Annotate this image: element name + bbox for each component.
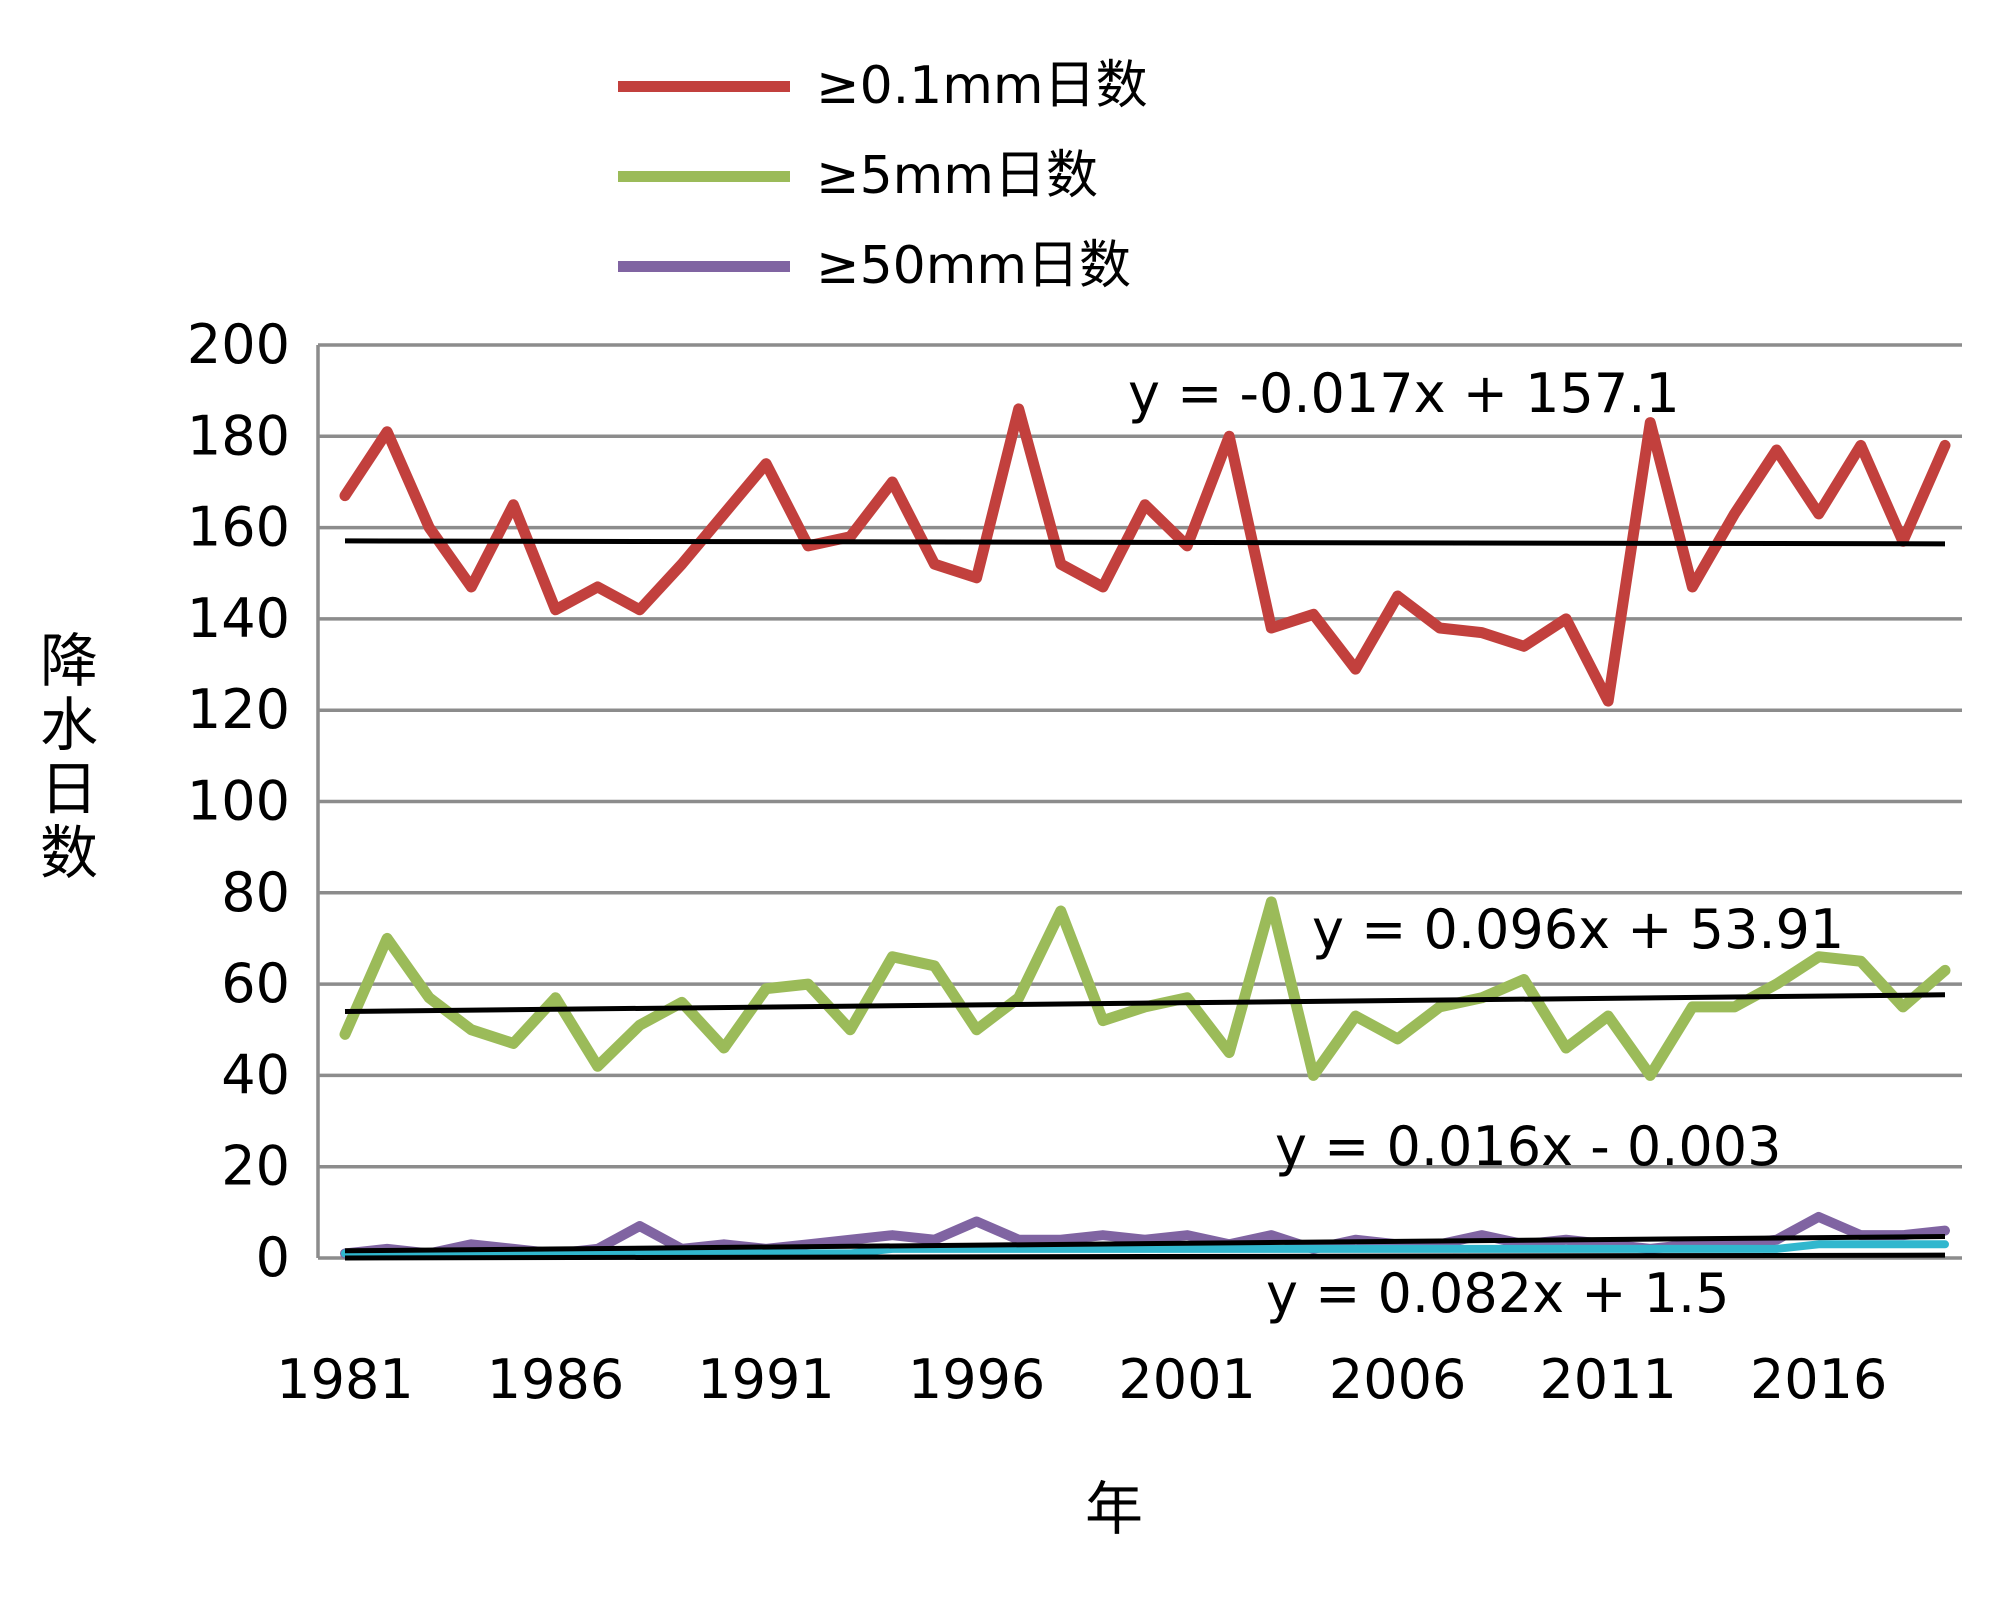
x-tick-label: 1981 [276, 1348, 413, 1411]
x-tick-label: 2011 [1539, 1348, 1676, 1411]
x-axis-title: 年 [1085, 1475, 1144, 1543]
x-tick-label: 2016 [1750, 1348, 1887, 1411]
legend-label-p01: ≥0.1mm日数 [816, 56, 1148, 116]
series-line-teal [341, 1240, 1949, 1258]
chart-legend: ≥0.1mm日数 ≥5mm日数 ≥50mm日数 [618, 48, 1148, 304]
trendline-0 [344, 538, 1946, 547]
series-line-p5 [339, 896, 1951, 1081]
legend-swatch-p01 [618, 80, 790, 92]
y-tick-label: 120 [187, 678, 290, 741]
x-tick-label: 1986 [487, 1348, 624, 1411]
legend-label-p50: ≥50mm日数 [816, 236, 1132, 296]
series-line-p01 [339, 403, 1951, 707]
legend-swatch-p5 [618, 170, 790, 182]
trendline-1 [344, 992, 1946, 1014]
legend-item-p5: ≥5mm日数 [618, 138, 1148, 214]
y-tick-label: 160 [187, 496, 290, 559]
x-tick-label: 1991 [697, 1348, 834, 1411]
trendline-3 [344, 1234, 1946, 1254]
trendline-equation-green: y = 0.096x + 53.91 [1312, 898, 1845, 961]
y-tick-label: 200 [187, 313, 290, 376]
y-tick-label: 0 [256, 1226, 290, 1289]
trendline-equation-purple: y = 0.082x + 1.5 [1266, 1262, 1730, 1325]
x-tick-label: 1996 [908, 1348, 1045, 1411]
y-tick-label: 40 [221, 1043, 290, 1106]
trendline-2 [344, 1252, 1946, 1261]
trendline-equation-red: y = -0.017x + 157.1 [1128, 362, 1680, 425]
y-tick-label: 60 [221, 952, 290, 1015]
x-tick-label: 2001 [1118, 1348, 1255, 1411]
y-tick-label: 100 [187, 770, 290, 833]
legend-item-p50: ≥50mm日数 [618, 228, 1148, 304]
legend-label-p5: ≥5mm日数 [816, 146, 1098, 206]
legend-item-p01: ≥0.1mm日数 [618, 48, 1148, 124]
y-tick-label: 180 [187, 404, 290, 467]
y-tick-label: 140 [187, 587, 290, 650]
y-tick-label: 80 [221, 861, 290, 924]
x-tick-label: 2006 [1329, 1348, 1466, 1411]
trendline-equation-teal: y = 0.016x - 0.003 [1275, 1115, 1782, 1178]
y-axis-title: 降水日数 [30, 630, 98, 886]
y-tick-label: 20 [221, 1135, 290, 1198]
legend-swatch-p50 [618, 260, 790, 272]
